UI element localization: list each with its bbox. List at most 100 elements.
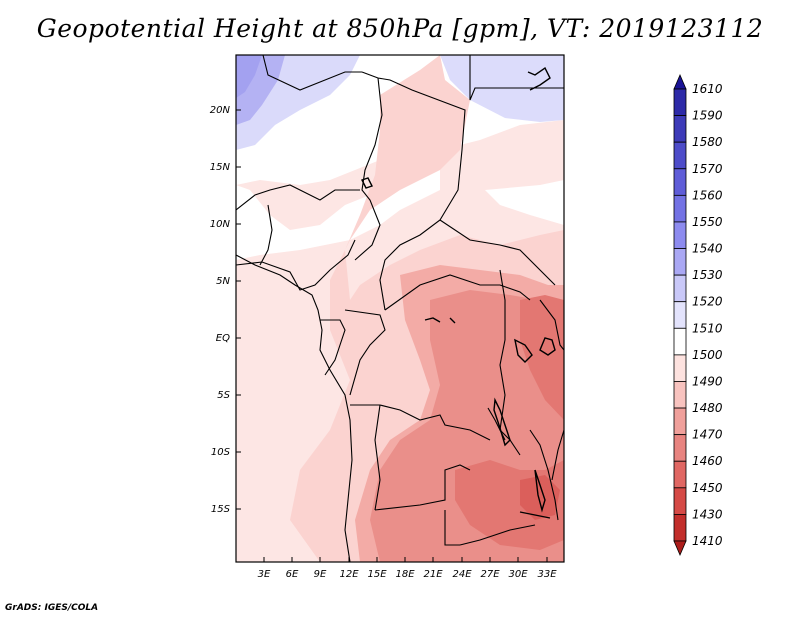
- colorbar-swatch: [673, 487, 687, 515]
- field-1540-zone: [236, 55, 262, 98]
- colorbar-label: 1410: [692, 534, 723, 548]
- colorbar-label: 1430: [692, 507, 723, 521]
- boundary-namibia-botswana: [444, 510, 460, 546]
- coast-red-sea-fragment: [527, 66, 551, 91]
- lake-malawi: [534, 469, 546, 513]
- boundary-zambia-zimbabwe: [459, 524, 536, 546]
- boundary-libya-egypt: [469, 55, 564, 101]
- colorbar-swatch: [673, 88, 687, 116]
- colorbar-label: 1450: [692, 481, 723, 495]
- boundary-malawi: [529, 429, 559, 521]
- colorbar-label: 1570: [692, 162, 723, 176]
- colorbar-label: 1550: [692, 215, 723, 229]
- height-field: [236, 55, 564, 562]
- colorbar-swatch: [673, 407, 687, 436]
- coastline-indian: [551, 429, 564, 481]
- colorbar-swatch: [673, 168, 687, 196]
- coastlines: [236, 254, 564, 562]
- lake-kariba: [519, 511, 551, 519]
- lat-tick-label: 20N: [210, 105, 231, 116]
- colorbar-swatch: [673, 274, 687, 303]
- colorbar-label: 1500: [692, 348, 723, 362]
- lon-tick-label: 21E: [423, 569, 443, 580]
- lon-tick-label: 15E: [367, 569, 387, 580]
- colorbar-label: 1530: [692, 268, 723, 282]
- boundary-kenya: [539, 299, 564, 351]
- lat-ticks: [236, 109, 241, 510]
- field-1450-patch: [520, 475, 560, 520]
- boundary-congo: [344, 309, 386, 396]
- boundary-north-west: [262, 55, 362, 91]
- colorbar: 1610 1590 1580 1570 1560 1550 1540 1530 1520 1510…: [673, 73, 723, 557]
- colorbar-label: 1510: [692, 321, 723, 335]
- lat-tick-label: 5N: [216, 276, 230, 287]
- boundary-nigeria-cameroon: [236, 239, 356, 291]
- colorbar-label: 1480: [692, 401, 723, 415]
- colorbar-label: 1580: [692, 135, 723, 149]
- colorbar-label: 1470: [692, 428, 723, 442]
- colorbar-swatch: [673, 460, 687, 489]
- lon-tick-label: 3E: [258, 569, 271, 580]
- field-1460-east-zone: [520, 295, 564, 420]
- lon-tick-label: 30E: [508, 569, 528, 580]
- lat-axis: 20N 15N 10N 5N EQ 5S 10S 15S: [210, 105, 231, 515]
- lon-tick-label: 9E: [314, 569, 327, 580]
- colorbar-swatch: [673, 540, 687, 557]
- boundary-angola-west: [374, 404, 381, 511]
- colorbar-label: 1590: [692, 109, 723, 123]
- lat-tick-label: 10N: [210, 219, 231, 230]
- colorbar-swatch: [673, 354, 687, 382]
- lake-tanganyika: [493, 397, 511, 447]
- lat-tick-label: 15S: [211, 504, 231, 515]
- boundary-car-drc: [384, 274, 531, 311]
- lon-tick-label: 27E: [480, 569, 500, 580]
- boundary-angola-drc: [350, 404, 491, 441]
- colorbar-swatch: [673, 301, 687, 329]
- lake-victoria: [514, 338, 533, 363]
- lon-tick-label: 12E: [339, 569, 359, 580]
- boundary-south-sudan: [439, 219, 556, 286]
- map-frame: [235, 54, 565, 563]
- coastline-atlantic: [236, 254, 353, 562]
- colorbar-label: 1560: [692, 188, 723, 202]
- colorbar-swatch: [673, 514, 687, 542]
- colorbar-swatch: [673, 221, 687, 249]
- boundary-niger-nigeria: [236, 184, 360, 211]
- field-1510-east-patch: [485, 180, 564, 225]
- colorbar-swatch: [673, 434, 687, 462]
- colorbar-swatch: [673, 327, 687, 356]
- colorbar-swatch: [673, 141, 687, 170]
- colorbar-swatch: [673, 73, 687, 90]
- boundary-chad-sudan: [361, 71, 466, 311]
- colorbar-swatch: [673, 248, 687, 276]
- lon-tick-label: 33E: [537, 569, 557, 580]
- lon-tick-label: 18E: [395, 569, 415, 580]
- colorbar-label: 1540: [692, 242, 723, 256]
- boundary-benin: [259, 204, 273, 266]
- lat-tick-label: 5S: [217, 390, 230, 401]
- chart-title: Geopotential Height at 850hPa [gpm], VT:…: [36, 14, 764, 43]
- colorbar-label: 1490: [692, 374, 723, 388]
- lat-tick-label: 15N: [210, 162, 231, 173]
- colorbar-swatch: [673, 115, 687, 143]
- boundary-niger-chad: [354, 77, 383, 261]
- lake-chad: [361, 177, 373, 189]
- lon-ticks: [263, 557, 548, 562]
- lon-tick-label: 6E: [286, 569, 299, 580]
- country-boundaries: [236, 55, 564, 546]
- colorbar-swatch: [673, 194, 687, 223]
- colorbar-label: 1610: [692, 82, 723, 96]
- lon-axis: 3E 6E 9E 12E 15E 18E 21E 24E 27E 30E 33E: [258, 569, 558, 580]
- boundary-rift: [499, 269, 521, 456]
- lakes: [361, 66, 556, 519]
- lat-tick-label: EQ: [216, 333, 230, 344]
- colorbar-label: 1520: [692, 295, 723, 309]
- lake-turkana: [539, 337, 556, 356]
- lat-tick-label: 10S: [211, 447, 231, 458]
- boundary-angola-zambia: [374, 464, 471, 511]
- lon-tick-label: 24E: [452, 569, 472, 580]
- colorbar-swatch: [673, 381, 687, 409]
- colorbar-label: 1460: [692, 454, 723, 468]
- grads-credit: GrADS: IGES/COLA: [5, 603, 99, 613]
